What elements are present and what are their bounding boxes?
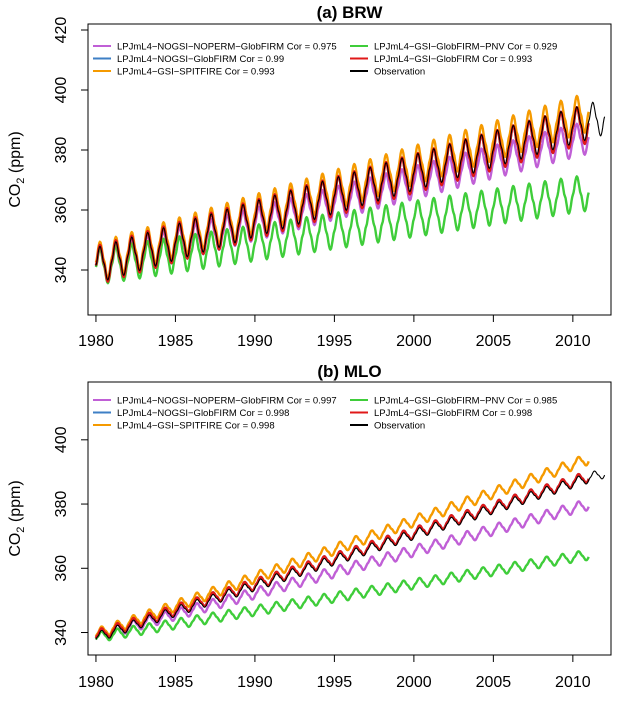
legend-entry: Observation <box>350 421 425 432</box>
y-tick-label: 360 <box>53 555 70 582</box>
x-tick-label: 1985 <box>158 333 194 350</box>
legend-entry: LPJmL4−GSI−GlobFIRM Cor = 0.998 <box>350 408 532 419</box>
series-line-lpjml4-gsi-globfirm-pnv-cor-0-985 <box>94 550 590 642</box>
legend-label: Observation <box>374 421 425 432</box>
y-tick-label: 340 <box>53 619 70 646</box>
legend-label: LPJmL4−GSI−GlobFIRM−PNV Cor = 0.929 <box>374 42 557 53</box>
legend-entry: Observation <box>350 67 425 78</box>
plot-frame <box>87 23 612 316</box>
series-line-observation <box>95 101 606 281</box>
legend-label: LPJmL4−GSI−SPITFIRE Cor = 0.993 <box>117 67 275 78</box>
legend-label: LPJmL4−GSI−GlobFIRM Cor = 0.993 <box>374 54 532 65</box>
legend-label: LPJmL4−NOGSI−NOPERM−GlobFIRM Cor = 0.975 <box>117 42 337 53</box>
x-tick-label: 1980 <box>78 674 114 691</box>
legend-label: LPJmL4−NOGSI−GlobFIRM Cor = 0.998 <box>117 408 289 419</box>
legend-entry: LPJmL4−NOGSI−GlobFIRM Cor = 0.99 <box>93 54 284 65</box>
legend-entry: LPJmL4−GSI−GlobFIRM−PNV Cor = 0.929 <box>350 42 557 53</box>
series-line-lpjml4-gsi-globfirm-cor-0-998 <box>94 472 590 639</box>
chart-title: (a) BRW <box>317 3 384 22</box>
legend-label: LPJmL4−NOGSI−NOPERM−GlobFIRM Cor = 0.997 <box>117 396 337 407</box>
y-axis-label: CO2 (ppm) <box>7 131 27 207</box>
x-tick-label: 1980 <box>78 333 114 350</box>
y-tick-label: 400 <box>53 426 70 453</box>
legend-entry: LPJmL4−GSI−GlobFIRM Cor = 0.993 <box>350 54 532 65</box>
legend-entry: LPJmL4−NOGSI−GlobFIRM Cor = 0.998 <box>93 408 289 419</box>
y-tick-label: 380 <box>53 491 70 518</box>
legend-label: LPJmL4−NOGSI−GlobFIRM Cor = 0.99 <box>117 54 284 65</box>
x-tick-label: 1990 <box>237 674 273 691</box>
y-tick-label: 340 <box>53 257 70 284</box>
legend-label: LPJmL4−GSI−SPITFIRE Cor = 0.998 <box>117 421 275 432</box>
y-axis-label: CO2 (ppm) <box>7 480 27 556</box>
y-tick-label: 380 <box>53 137 70 164</box>
x-tick-label: 2010 <box>555 674 591 691</box>
x-tick-label: 1990 <box>237 333 273 350</box>
legend-entry: LPJmL4−GSI−SPITFIRE Cor = 0.998 <box>93 421 275 432</box>
legend-entry: LPJmL4−GSI−SPITFIRE Cor = 0.993 <box>93 67 275 78</box>
chart-panel-a: (a) BRW CO2 (ppm) 340 360 380 400 420 1980 1985 1… <box>7 3 612 350</box>
legend-entry: LPJmL4−GSI−GlobFIRM−PNV Cor = 0.985 <box>350 396 557 407</box>
series-line-lpjml4-gsi-spitfire-cor-0-998 <box>94 455 590 638</box>
chart-panel-b: (b) MLO CO2 (ppm) 340 360 380 400 1980 1985 1990… <box>7 362 612 691</box>
legend-entry: LPJmL4−NOGSI−NOPERM−GlobFIRM Cor = 0.975 <box>93 42 337 53</box>
x-tick-label: 2000 <box>396 674 432 691</box>
x-tick-label: 1995 <box>317 333 353 350</box>
x-tick-label: 1995 <box>317 674 353 691</box>
x-tick-label: 2000 <box>396 333 432 350</box>
y-tick-label: 420 <box>53 17 70 44</box>
series-line-lpjml4-nogsi-noperm-globfirm-cor-0-997 <box>94 500 590 639</box>
series-line-lpjml4-gsi-globfirm-pnv-cor-0-929 <box>94 175 590 285</box>
x-tick-label: 2005 <box>476 333 512 350</box>
plot-frame <box>87 381 612 656</box>
legend-label: LPJmL4−GSI−GlobFIRM Cor = 0.998 <box>374 408 532 419</box>
y-tick-label: 360 <box>53 197 70 224</box>
series-line-observation <box>95 470 606 640</box>
legend-label: Observation <box>374 67 425 78</box>
y-tick-label: 400 <box>53 77 70 104</box>
legend-label: LPJmL4−GSI−GlobFIRM−PNV Cor = 0.985 <box>374 396 557 407</box>
x-tick-label: 1985 <box>158 674 194 691</box>
legend-entry: LPJmL4−NOGSI−NOPERM−GlobFIRM Cor = 0.997 <box>93 396 337 407</box>
x-tick-label: 2005 <box>476 674 512 691</box>
x-tick-label: 2010 <box>555 333 591 350</box>
chart-title: (b) MLO <box>317 362 381 381</box>
